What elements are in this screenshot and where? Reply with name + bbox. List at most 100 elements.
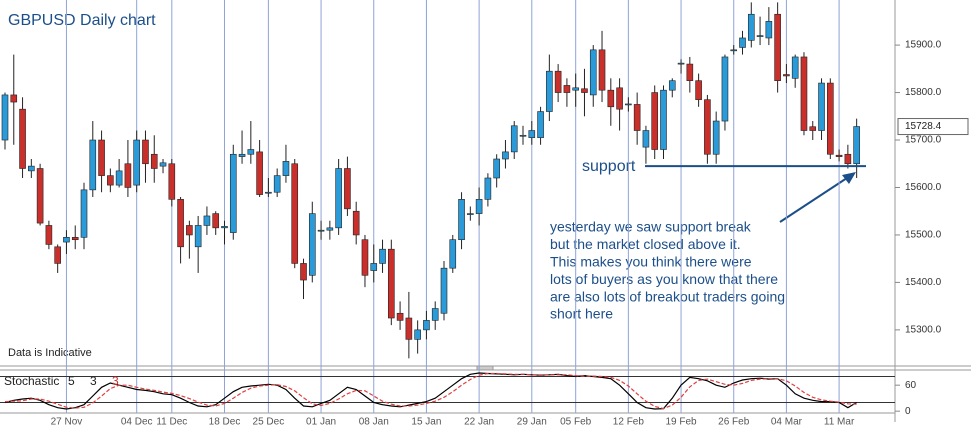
stochastic-line — [4, 372, 857, 410]
candle-body — [396, 312, 404, 321]
x-tick-label: 12 Feb — [613, 417, 645, 428]
annotation-line: This makes you think there were — [550, 254, 752, 270]
candle-body — [765, 21, 773, 39]
candle-body — [827, 82, 834, 155]
candle-body — [370, 263, 378, 271]
candle-body — [467, 213, 474, 215]
candle-body — [28, 165, 35, 172]
x-tick-label: 19 Feb — [665, 417, 697, 428]
x-tick-label: 11 Mar — [824, 417, 855, 428]
candle-body — [150, 153, 158, 169]
annotation-line: short here — [550, 306, 613, 322]
candle-body — [475, 199, 483, 214]
candle-body — [388, 248, 395, 319]
candle-body — [63, 237, 70, 243]
support-label: support — [582, 158, 636, 175]
candle-body — [563, 85, 571, 93]
candle-body — [423, 320, 430, 331]
candle-body — [431, 308, 439, 321]
arrow — [779, 175, 851, 223]
candle-body — [273, 175, 281, 193]
candle-body — [256, 151, 263, 195]
candle-body — [344, 168, 351, 210]
candle-body — [124, 163, 132, 188]
candle-body — [844, 153, 852, 165]
candle-body — [308, 213, 316, 276]
candle-body — [712, 120, 720, 155]
candle-body — [36, 168, 44, 224]
candle-body — [221, 226, 228, 229]
x-tick-label: 18 Dec — [209, 417, 241, 428]
candle-body — [10, 94, 18, 103]
candle-body — [98, 139, 105, 176]
candle-body — [300, 263, 307, 281]
candle-body — [546, 70, 553, 112]
candle-body — [739, 37, 746, 48]
x-tick-label: 08 Jan — [359, 417, 389, 428]
y-tick-label: 15400.0 — [905, 277, 942, 288]
candle-body — [642, 130, 650, 148]
candle-body — [800, 56, 808, 131]
candle-body — [458, 199, 465, 240]
candle-body — [291, 163, 299, 264]
candle-body — [660, 89, 667, 150]
candle-body — [783, 74, 790, 77]
arrow-head — [842, 172, 856, 184]
x-tick-label: 26 Feb — [718, 417, 750, 428]
x-tick-label: 22 Jan — [464, 417, 494, 428]
candle-body — [668, 80, 676, 91]
candle-body — [194, 225, 202, 248]
candle-body — [818, 82, 825, 131]
candle-body — [247, 149, 255, 155]
candle-body — [791, 56, 799, 79]
candle-body — [1, 94, 9, 141]
candle-body — [493, 158, 500, 179]
candle-body — [19, 108, 26, 169]
candle-body — [756, 35, 764, 37]
candle-body — [519, 134, 527, 137]
candle-body — [809, 126, 817, 131]
x-tick-label: 29 Jan — [517, 417, 547, 428]
candle-body — [747, 13, 755, 41]
candle-body — [528, 130, 536, 138]
candle-body — [730, 49, 738, 52]
x-tick-label: 01 Jan — [306, 417, 336, 428]
y-tick-label: 15300.0 — [905, 325, 942, 336]
x-tick-label: 04 Mar — [771, 417, 803, 428]
indicator-param: 3 — [90, 374, 97, 388]
x-tick-label: 25 Dec — [253, 417, 285, 428]
candle-body — [89, 139, 97, 191]
candle-body — [54, 246, 61, 264]
indicator-param: 3 — [112, 374, 119, 388]
candle-body — [704, 99, 711, 155]
candle-body — [229, 153, 237, 233]
candle-body — [282, 161, 290, 176]
candle-body — [581, 88, 588, 93]
panel-splitter[interactable] — [476, 365, 494, 371]
candle-body — [625, 103, 632, 106]
candle-body — [677, 62, 685, 65]
candle-body — [835, 154, 843, 157]
stochastic-line — [4, 372, 857, 410]
candle-body — [598, 49, 606, 91]
candle-body — [107, 175, 114, 186]
candle-body — [133, 139, 140, 186]
candle-body — [537, 111, 544, 138]
candle-body — [774, 13, 781, 81]
x-tick-label: 15 Jan — [411, 417, 441, 428]
indicator-title: Stochastic — [4, 374, 59, 388]
chart-title: GBPUSD Daily chart — [8, 12, 156, 29]
x-tick-label: 05 Feb — [560, 417, 592, 428]
candle-body — [607, 89, 615, 108]
annotation-line: are also lots of breakout traders going — [550, 288, 785, 304]
candle-body — [572, 87, 579, 91]
candle-body — [510, 125, 518, 153]
candle-body — [212, 213, 220, 229]
candle-body — [616, 87, 623, 110]
candle-body — [317, 229, 325, 232]
indicator-param: 5 — [68, 374, 75, 388]
y-tick-label: 0 — [905, 406, 911, 417]
x-tick-label: 04 Dec — [121, 417, 153, 428]
candle-body — [168, 163, 176, 200]
